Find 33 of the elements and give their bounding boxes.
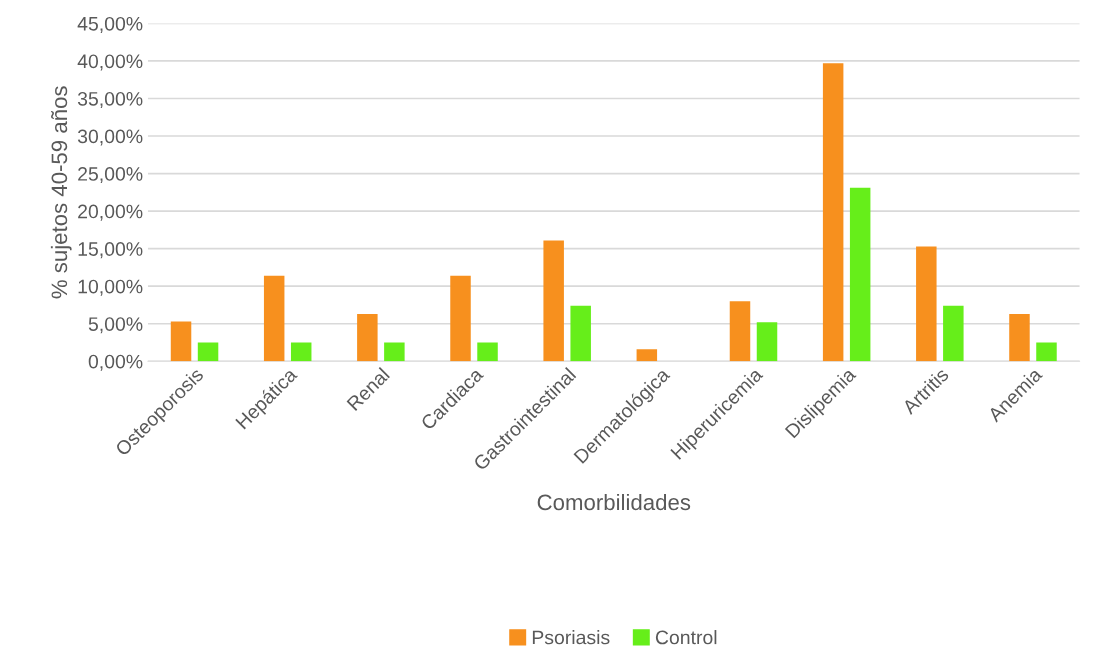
bar (263, 275, 285, 362)
bar (1009, 313, 1030, 362)
bar (916, 246, 937, 362)
bar (543, 240, 564, 362)
y-tick-label: 35,00% (77, 91, 143, 109)
bar (729, 301, 751, 362)
bar (1036, 342, 1057, 362)
y-tick-label: 40,00% (77, 54, 143, 71)
bar (357, 313, 378, 362)
bar (477, 342, 498, 362)
legend-label: Control (655, 630, 717, 645)
bar (756, 322, 778, 362)
bar (849, 187, 871, 362)
y-tick-label: 30,00% (77, 129, 143, 146)
y-axis-title: % sujetos 40-59 años (50, 86, 72, 299)
y-tick-label: 15,00% (78, 242, 143, 259)
legend-label: Psoriasis (532, 630, 610, 645)
y-tick-label: 5,00% (88, 317, 143, 334)
y-tick-label: 45,00% (77, 16, 143, 33)
bar (170, 321, 192, 362)
bar (636, 349, 658, 362)
y-tick-label: 10,00% (78, 279, 143, 296)
y-tick-label: 0,00% (88, 354, 143, 371)
bar (450, 275, 471, 362)
bar (822, 63, 844, 362)
bar (570, 305, 591, 362)
y-tick-label: 25,00% (78, 167, 143, 184)
bar (943, 305, 964, 362)
y-tick-label: 20,00% (78, 204, 143, 221)
bar (290, 342, 312, 362)
bar (197, 342, 219, 362)
bar (384, 342, 405, 362)
x-axis-title: Comorbilidades (537, 493, 691, 511)
